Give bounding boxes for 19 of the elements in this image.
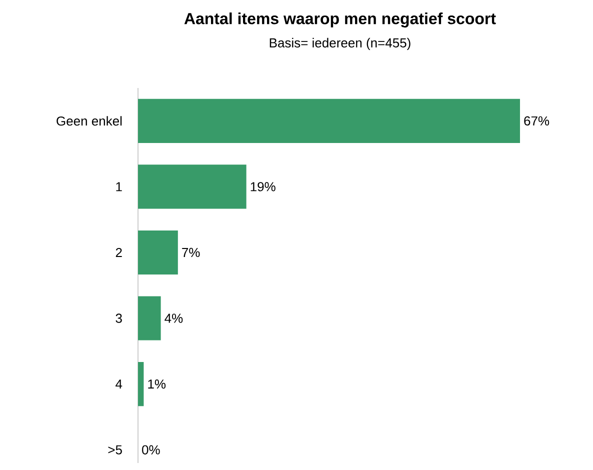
y-tick-label: Geen enkel [56,116,122,126]
chart-title: Aantal items waarop men negatief scoort [184,12,496,28]
data-label: 19% [250,182,276,192]
chart-subtitle: Basis= iedereen (n=455) [270,38,410,50]
bar [138,164,246,209]
data-label: 67% [524,116,550,126]
y-tick-label: 1 [116,182,122,192]
bar [138,98,520,143]
bar [138,296,161,340]
data-label: 1% [148,380,166,389]
y-tick-label: 4 [116,380,122,389]
data-label: 7% [182,248,200,258]
y-tick-label: 3 [116,314,122,323]
bar [138,362,144,406]
bar [138,230,178,275]
data-label: 0% [142,445,160,454]
y-tick-label: >5 [108,445,122,454]
y-tick-label: 2 [116,248,122,258]
data-label: 4% [164,314,183,323]
